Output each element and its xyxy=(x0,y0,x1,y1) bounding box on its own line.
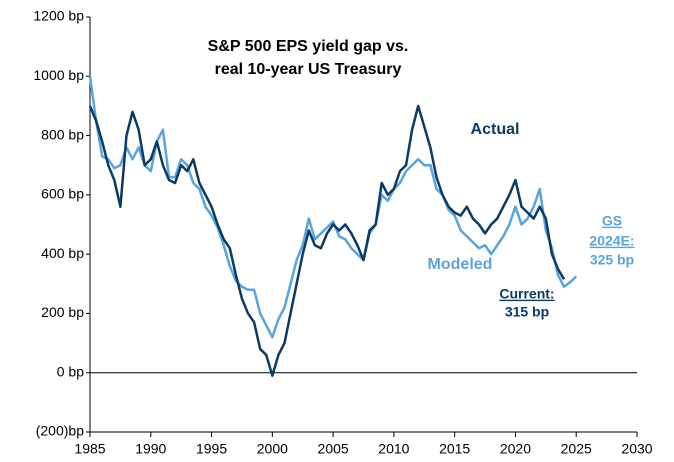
annotation: Modeled xyxy=(428,256,493,273)
x-tick-label: 1990 xyxy=(135,441,166,457)
x-tick-label: 2000 xyxy=(257,441,288,457)
annotation: 315 bp xyxy=(505,304,549,320)
x-tick-label: 2025 xyxy=(561,441,592,457)
series-line xyxy=(88,104,566,377)
chart-title: S&P 500 EPS yield gap vs. xyxy=(208,38,409,55)
y-tick-label: (200)bp xyxy=(36,423,84,439)
y-tick-label: 0 bp xyxy=(57,363,84,379)
chart-title: real 10-year US Treasury xyxy=(215,61,402,78)
y-tick-label: 400 bp xyxy=(41,245,84,261)
annotation: 325 bp xyxy=(590,252,634,268)
series-line xyxy=(88,76,578,339)
y-tick-label: 800 bp xyxy=(41,126,84,142)
x-tick-label: 2030 xyxy=(621,441,652,457)
y-tick-label: 1000 bp xyxy=(33,67,84,83)
y-tick-label: 1200 bp xyxy=(33,8,84,24)
annotation: 2024E: xyxy=(589,233,634,249)
y-tick-label: 200 bp xyxy=(41,304,84,320)
x-tick-label: 1995 xyxy=(196,441,227,457)
x-tick-label: 2005 xyxy=(318,441,349,457)
annotation: GS xyxy=(602,213,622,229)
x-tick-label: 2010 xyxy=(378,441,409,457)
annotation: Current: xyxy=(499,286,554,302)
y-tick-label: 600 bp xyxy=(41,186,84,202)
x-tick-label: 2015 xyxy=(439,441,470,457)
x-tick-label: 1985 xyxy=(74,441,105,457)
x-tick-label: 2020 xyxy=(500,441,531,457)
annotation: Actual xyxy=(471,121,520,138)
